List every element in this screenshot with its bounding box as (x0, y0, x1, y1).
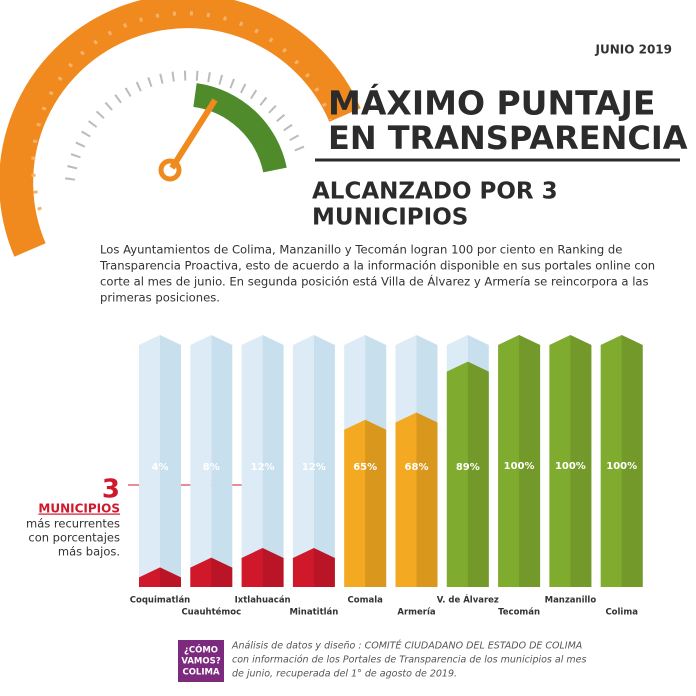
bar (446, 361, 489, 587)
background-column (139, 335, 160, 587)
intro-line: corte al mes de junio. En segunda posici… (100, 274, 649, 289)
value-label: 65% (353, 462, 377, 473)
intro: Los Ayuntamientos de Colima, Manzanillo … (99, 243, 655, 305)
bar (241, 547, 284, 587)
gauge-hub (158, 158, 182, 182)
intro-line: Los Ayuntamientos de Colima, Manzanillo … (100, 243, 622, 257)
bar-shade (160, 567, 181, 587)
gauge (0, 0, 361, 257)
logo-text: COLIMA (182, 668, 220, 678)
category-label: Tecomán (498, 608, 540, 618)
value-label: 100% (504, 461, 535, 472)
value-label: 8% (203, 462, 220, 473)
category-label: Ixtlahuacán (235, 596, 291, 606)
footer: Análisis de datos y diseño : COMITÉ CIUD… (231, 640, 586, 680)
value-label: 89% (456, 462, 480, 473)
title-line: EN TRANSPARENCIA (328, 119, 688, 157)
annotation-line: más bajos. (58, 545, 120, 559)
bar (498, 335, 541, 587)
bar (292, 547, 335, 587)
bar (139, 567, 181, 587)
background-column (292, 335, 314, 587)
subtitle-line: MUNICIPIOS (312, 205, 468, 231)
bar-shade (467, 361, 489, 587)
bar-shade (519, 335, 541, 587)
bar-shade (262, 547, 284, 587)
value-label: 100% (555, 461, 586, 472)
category-label: Comala (348, 596, 384, 606)
category-label: V. de Álvarez (437, 594, 499, 606)
chart: 4% Coquimatlán 8% Cuauhtémoc 12% Ixtlahuacán 1… (130, 335, 643, 618)
intro-line: primeras posiciones. (100, 291, 220, 305)
bar (190, 557, 233, 587)
bar-shade (313, 547, 335, 587)
annotation-number: 3 (102, 475, 120, 505)
background-column (313, 335, 335, 587)
bar-shade (365, 419, 387, 587)
gauge-green (192, 83, 287, 173)
bar-shade (211, 557, 233, 587)
bar (549, 335, 592, 587)
gauge-ticks (31, 11, 332, 211)
gauge-inner-ticks (65, 70, 305, 181)
category-label: Armería (397, 608, 435, 618)
title-line: MÁXIMO PUNTAJE (328, 83, 655, 123)
logo-text: VAMOS? (181, 657, 220, 667)
category-label: Coquimatlán (130, 596, 190, 606)
background-column (262, 335, 284, 587)
value-label: 4% (152, 462, 169, 473)
bar-shade (416, 412, 438, 587)
intro-line: Transparencia Proactiva, esto de acuerdo… (99, 259, 655, 273)
subtitle-line: ALCANZADO POR 3 (312, 179, 558, 205)
bar-shade (621, 335, 643, 587)
bar (600, 335, 643, 587)
gauge-needle (169, 98, 218, 170)
logo-box (178, 640, 224, 682)
logo-text: ¿CÓMO (184, 644, 218, 656)
category-label: Manzanillo (545, 596, 597, 606)
value-label: 68% (405, 462, 429, 473)
value-label: 100% (606, 461, 637, 472)
category-label: Minatitlán (289, 608, 338, 618)
value-label: 12% (251, 462, 275, 473)
annotation-line: más recurrentes (26, 517, 120, 531)
annotation-line: con porcentajes (28, 531, 120, 545)
background-column (160, 335, 181, 587)
background-column (211, 335, 233, 587)
footer-line: de junio, recuperada del 1° de agosto de… (232, 669, 457, 680)
date: JUNIO 2019 (595, 43, 673, 57)
background-column (190, 335, 212, 587)
gauge-outer (0, 0, 361, 257)
logo: ¿CÓMO VAMOS? COLIMA (178, 640, 224, 682)
footer-line: con información de los Portales de Trans… (232, 655, 586, 666)
annotation-word: MUNICIPIOS (38, 502, 120, 516)
category-label: Colima (605, 608, 638, 618)
bar (395, 412, 438, 587)
value-label: 12% (302, 462, 326, 473)
background-column (241, 335, 263, 587)
category-label: Cuauhtémoc (181, 607, 241, 618)
footer-line: Análisis de datos y diseño : COMITÉ CIUD… (231, 640, 582, 652)
bar (344, 419, 387, 587)
bar-shade (570, 335, 592, 587)
